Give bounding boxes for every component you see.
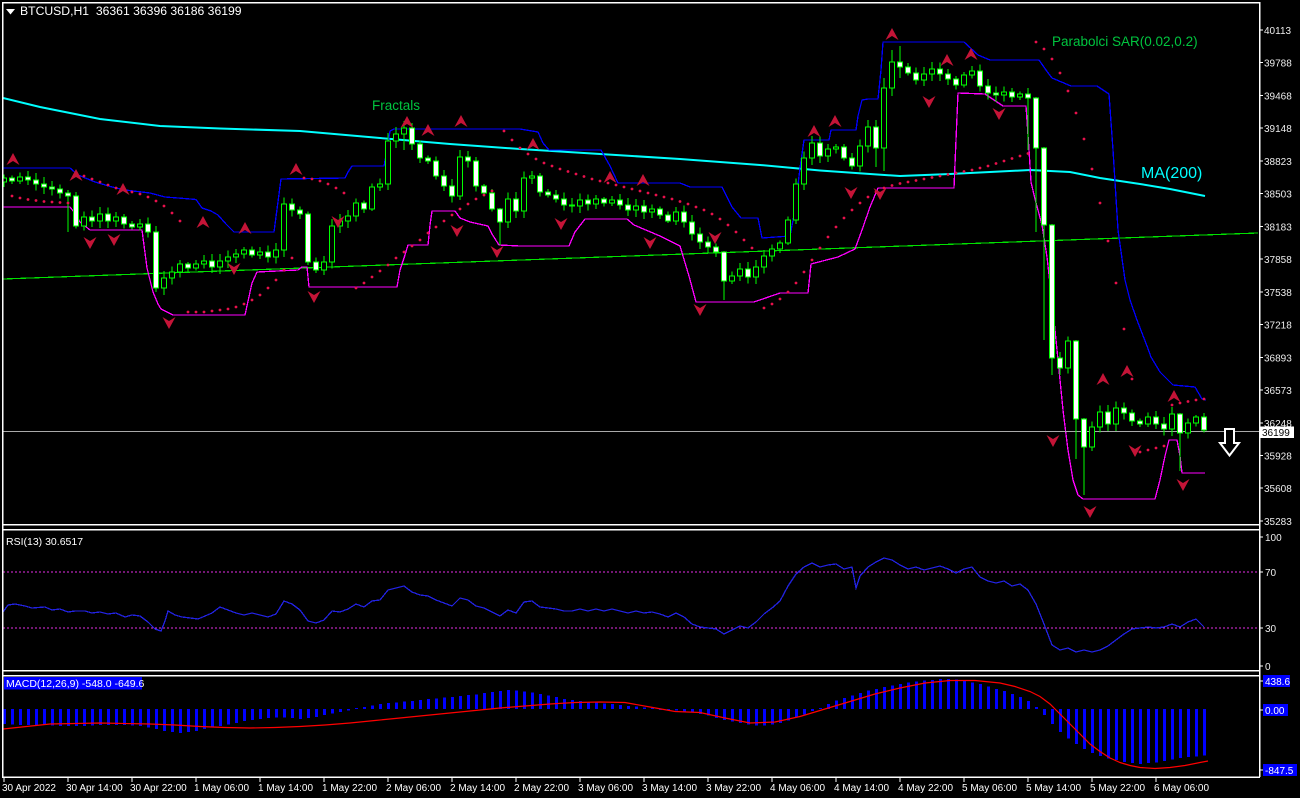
svg-text:3 May 22:00: 3 May 22:00 [706,783,761,794]
svg-text:Parabolci SAR(0.02,0.2): Parabolci SAR(0.02,0.2) [1052,34,1198,49]
svg-text:39468: 39468 [1264,92,1292,103]
svg-text:35283: 35283 [1264,517,1292,528]
svg-text:37218: 37218 [1264,321,1292,332]
svg-text:0.00: 0.00 [1265,706,1285,717]
svg-text:438.6: 438.6 [1265,677,1290,688]
svg-text:2 May 22:00: 2 May 22:00 [514,783,569,794]
svg-text:4 May 22:00: 4 May 22:00 [898,783,953,794]
svg-text:30 Apr 14:00: 30 Apr 14:00 [66,783,123,794]
svg-text:MA(200): MA(200) [1141,165,1202,182]
svg-text:5 May 22:00: 5 May 22:00 [1090,783,1145,794]
svg-text:36573: 36573 [1264,386,1292,397]
svg-text:2 May 06:00: 2 May 06:00 [386,783,441,794]
svg-text:5 May 06:00: 5 May 06:00 [962,783,1017,794]
svg-text:39148: 39148 [1264,124,1292,135]
svg-text:35608: 35608 [1264,484,1292,495]
svg-text:36893: 36893 [1264,353,1292,364]
svg-text:38183: 38183 [1264,222,1292,233]
svg-text:0: 0 [1265,662,1271,673]
svg-text:30 Apr 22:00: 30 Apr 22:00 [130,783,187,794]
svg-text:3 May 06:00: 3 May 06:00 [578,783,633,794]
svg-text:40113: 40113 [1264,26,1292,37]
svg-text:1 May 06:00: 1 May 06:00 [194,783,249,794]
svg-text:36199: 36199 [1262,428,1290,439]
svg-text:37538: 37538 [1264,288,1292,299]
svg-text:37858: 37858 [1264,255,1292,266]
svg-text:5 May 14:00: 5 May 14:00 [1026,783,1081,794]
svg-text:100: 100 [1265,533,1282,544]
svg-text:Fractals: Fractals [372,98,420,113]
svg-text:2 May 14:00: 2 May 14:00 [450,783,505,794]
svg-text:1 May 14:00: 1 May 14:00 [258,783,313,794]
svg-text:3 May 14:00: 3 May 14:00 [642,783,697,794]
svg-text:39788: 39788 [1264,59,1292,70]
svg-text:MACD(12,26,9) -548.0 -649.6: MACD(12,26,9) -548.0 -649.6 [6,678,144,690]
svg-text:38823: 38823 [1264,157,1292,168]
svg-text:-847.5: -847.5 [1265,766,1294,777]
svg-text:30 Apr 2022: 30 Apr 2022 [2,783,56,794]
svg-text:4 May 06:00: 4 May 06:00 [770,783,825,794]
svg-text:BTCUSD,H1 36361 36396 36186 3: BTCUSD,H1 36361 36396 36186 36199 [20,4,242,18]
svg-text:70: 70 [1265,568,1277,579]
svg-text:35928: 35928 [1264,452,1292,463]
svg-text:4 May 14:00: 4 May 14:00 [834,783,889,794]
svg-text:30: 30 [1265,624,1277,635]
svg-text:6 May 06:00: 6 May 06:00 [1154,783,1209,794]
svg-text:1 May 22:00: 1 May 22:00 [322,783,377,794]
svg-text:RSI(13) 30.6517: RSI(13) 30.6517 [6,536,83,548]
svg-text:38503: 38503 [1264,190,1292,201]
svg-text:36248: 36248 [1264,419,1292,430]
